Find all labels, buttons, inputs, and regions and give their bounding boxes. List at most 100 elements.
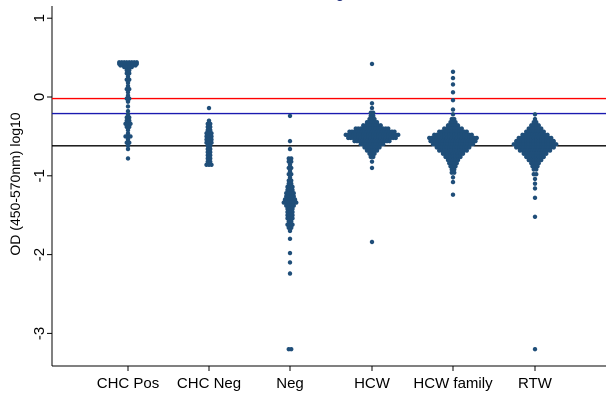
data-point: [290, 206, 295, 212]
data-point: [459, 126, 464, 131]
y-tick-label: -1: [31, 169, 48, 182]
data-point: [133, 63, 138, 68]
data-point: [534, 172, 539, 177]
data-point: [450, 69, 456, 74]
data-point: [369, 101, 375, 106]
data-point: [369, 159, 375, 164]
data-point: [532, 346, 538, 352]
data-point: [450, 175, 456, 180]
y-tick-label: 1: [31, 14, 48, 22]
data-point: [208, 153, 213, 158]
data-point: [125, 104, 131, 109]
data-point: [289, 156, 294, 161]
data-point: [532, 214, 538, 219]
data-point: [287, 113, 293, 119]
data-point: [125, 146, 131, 152]
x-category-label: Neg: [276, 375, 304, 392]
data-point: [372, 116, 377, 122]
data-point: [450, 192, 456, 197]
data-point: [453, 120, 458, 125]
data-point: [469, 132, 474, 138]
data-point: [369, 61, 375, 67]
x-category-labels: CHC Pos CHC Neg Neg HCW HCW family RTW: [97, 366, 553, 392]
data-point: [208, 146, 213, 152]
data-point: [378, 123, 383, 128]
data-point: [452, 170, 457, 175]
data-point: [532, 195, 538, 201]
data-point: [208, 149, 213, 155]
data-point: [287, 138, 293, 144]
data-point: [539, 157, 544, 163]
data-point: [467, 145, 472, 150]
data-point: [464, 129, 469, 134]
data-point: [289, 346, 294, 352]
data-point: [129, 64, 134, 70]
data-point: [544, 151, 549, 156]
data-point: [290, 209, 295, 215]
data-point: [450, 90, 456, 95]
data-point: [473, 138, 478, 144]
data-point: [371, 110, 376, 115]
data-point: [396, 132, 401, 138]
data-point: [208, 124, 213, 130]
data-point: [554, 142, 559, 147]
data-point: [125, 127, 131, 133]
data-point: [450, 179, 456, 185]
y-ticks: 1 0 -1 -2 -3: [31, 14, 52, 340]
data-point: [287, 250, 293, 256]
data-point: [127, 115, 132, 120]
x-category-label: HCW family: [413, 375, 493, 392]
data-point: [369, 239, 375, 245]
data-point: [371, 154, 376, 160]
data-point: [470, 142, 476, 147]
x-category-label: HCW: [354, 375, 391, 392]
data-point: [377, 145, 382, 150]
data-point: [387, 138, 392, 144]
data-point: [450, 97, 456, 103]
data-point: [209, 162, 214, 167]
data-point: [547, 148, 553, 153]
data-point: [450, 75, 456, 81]
data-point: [450, 107, 456, 112]
y-tick-label: -3: [31, 327, 48, 340]
data-point: [208, 143, 213, 149]
data-point: [291, 190, 296, 196]
data-point: [450, 112, 456, 117]
y-tick-label: -2: [31, 248, 48, 261]
data-point: [536, 123, 541, 128]
data-point: [450, 82, 456, 87]
data-point: [287, 236, 293, 242]
data-point: [541, 154, 546, 160]
data-point: [209, 137, 214, 142]
data-point: [208, 121, 213, 126]
data-point: [125, 108, 131, 114]
x-category-label: CHC Pos: [97, 375, 160, 392]
data-point: [125, 156, 131, 161]
data-point: [393, 135, 398, 141]
data-point: [287, 228, 293, 234]
data-point: [452, 167, 457, 172]
y-tick-label: 0: [31, 93, 48, 101]
x-category-label: CHC Neg: [177, 375, 241, 392]
data-point: [549, 135, 554, 141]
data-point: [534, 167, 539, 172]
data-point: [128, 134, 133, 139]
data-point: [125, 80, 131, 86]
data-point: [209, 131, 214, 136]
data-point: [534, 120, 539, 125]
data-point: [374, 148, 380, 153]
data-point: [289, 178, 294, 183]
data-point: [125, 90, 131, 95]
x-category-label: RTW: [518, 375, 553, 392]
data-point: [532, 181, 538, 186]
data-point: [287, 271, 293, 276]
data-point: [287, 260, 293, 265]
data-point: [381, 142, 386, 147]
data-point: [127, 68, 132, 73]
data-point: [458, 154, 463, 160]
data-point: [287, 146, 293, 152]
data-point: [460, 151, 466, 156]
data-point: [369, 105, 375, 111]
